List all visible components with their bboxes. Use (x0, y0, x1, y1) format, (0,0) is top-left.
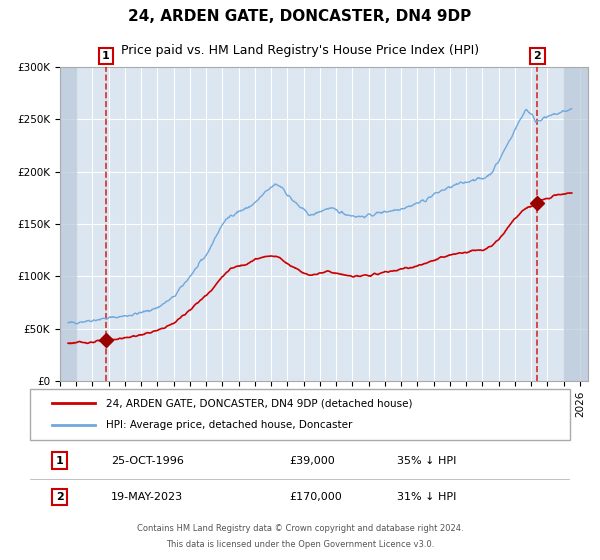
Text: 1: 1 (102, 51, 110, 61)
Text: £170,000: £170,000 (289, 492, 342, 502)
Text: 2: 2 (533, 51, 541, 61)
Text: 1: 1 (56, 456, 64, 465)
Text: £39,000: £39,000 (289, 456, 335, 465)
Text: This data is licensed under the Open Government Licence v3.0.: This data is licensed under the Open Gov… (166, 540, 434, 549)
Text: Price paid vs. HM Land Registry's House Price Index (HPI): Price paid vs. HM Land Registry's House … (121, 44, 479, 57)
Text: 35% ↓ HPI: 35% ↓ HPI (397, 456, 457, 465)
Bar (563, 67, 588, 381)
Text: 24, ARDEN GATE, DONCASTER, DN4 9DP (detached house): 24, ARDEN GATE, DONCASTER, DN4 9DP (deta… (106, 398, 412, 408)
Text: 31% ↓ HPI: 31% ↓ HPI (397, 492, 457, 502)
Bar (60, 67, 76, 381)
Text: 19-MAY-2023: 19-MAY-2023 (111, 492, 183, 502)
Text: 2: 2 (56, 492, 64, 502)
FancyBboxPatch shape (30, 389, 570, 440)
Text: HPI: Average price, detached house, Doncaster: HPI: Average price, detached house, Donc… (106, 421, 352, 431)
Text: Contains HM Land Registry data © Crown copyright and database right 2024.: Contains HM Land Registry data © Crown c… (137, 524, 463, 534)
Text: 24, ARDEN GATE, DONCASTER, DN4 9DP: 24, ARDEN GATE, DONCASTER, DN4 9DP (128, 10, 472, 24)
Text: 25-OCT-1996: 25-OCT-1996 (111, 456, 184, 465)
